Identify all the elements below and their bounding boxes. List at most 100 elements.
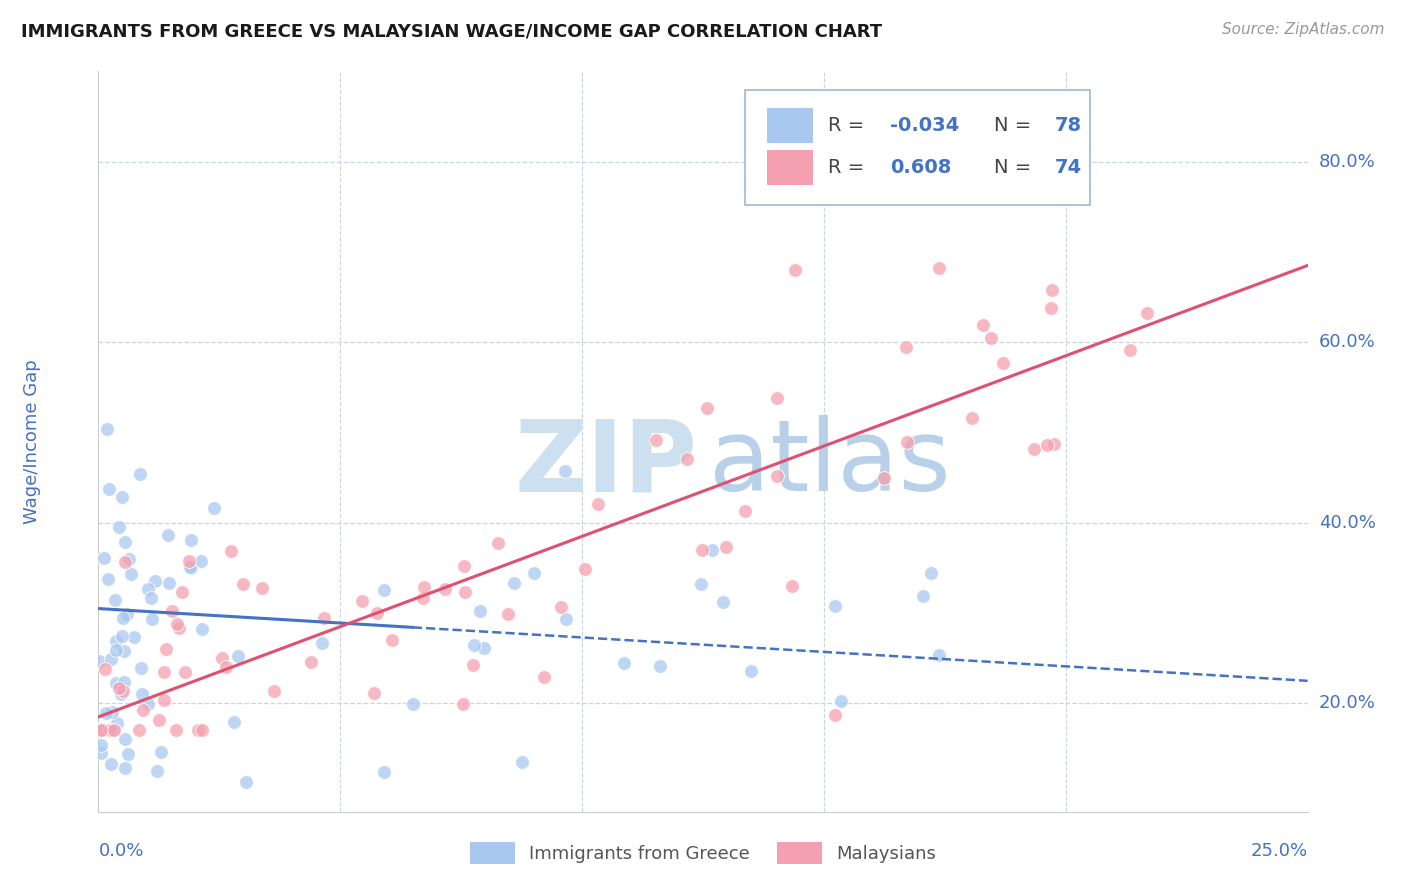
Point: [373, 764, 395, 779]
Point: [90, 722, 112, 736]
Point: [676, 451, 699, 466]
Point: [215, 659, 238, 673]
Point: [454, 584, 477, 599]
Point: [928, 261, 950, 276]
Point: [533, 670, 555, 684]
Point: [112, 644, 135, 658]
Text: 74: 74: [1054, 158, 1083, 178]
Point: [503, 575, 526, 590]
Point: [472, 640, 495, 655]
Point: [89, 654, 111, 668]
Text: R =: R =: [828, 158, 870, 178]
Point: [152, 693, 174, 707]
Point: [180, 561, 202, 575]
Point: [434, 582, 457, 596]
Point: [696, 401, 718, 416]
Text: 60.0%: 60.0%: [1319, 334, 1375, 351]
Point: [920, 566, 942, 581]
Point: [103, 723, 125, 738]
Point: [166, 617, 188, 632]
Point: [496, 607, 519, 621]
Text: 78: 78: [1054, 116, 1083, 135]
Text: 0.0%: 0.0%: [98, 842, 143, 860]
Point: [873, 471, 896, 485]
Point: [896, 435, 918, 450]
Point: [93, 551, 115, 566]
Point: [146, 764, 169, 779]
Point: [734, 503, 756, 517]
Point: [191, 723, 214, 738]
Point: [114, 761, 136, 775]
Point: [648, 658, 671, 673]
Point: [111, 630, 134, 644]
Point: [488, 536, 510, 550]
Point: [711, 595, 734, 609]
Legend: Immigrants from Greece, Malaysians: Immigrants from Greece, Malaysians: [464, 837, 942, 870]
Point: [111, 610, 134, 624]
Point: [112, 674, 135, 689]
Point: [165, 723, 187, 738]
Point: [105, 633, 128, 648]
Point: [588, 497, 610, 511]
Text: R =: R =: [828, 116, 870, 135]
Point: [235, 775, 257, 789]
Point: [972, 318, 994, 332]
Text: ZIP: ZIP: [515, 416, 697, 512]
Point: [148, 713, 170, 727]
Point: [780, 579, 803, 593]
Point: [783, 262, 806, 277]
Point: [896, 340, 918, 354]
Point: [221, 544, 243, 558]
Point: [120, 566, 142, 581]
Point: [128, 467, 150, 481]
Point: [90, 738, 112, 752]
Point: [461, 657, 484, 672]
Point: [960, 411, 983, 425]
Point: [97, 482, 120, 496]
Point: [153, 665, 176, 679]
Point: [613, 657, 636, 671]
Point: [101, 723, 124, 738]
Point: [468, 604, 491, 618]
Point: [645, 433, 668, 447]
Point: [523, 566, 546, 580]
Point: [740, 664, 762, 678]
Point: [512, 755, 534, 769]
Point: [100, 652, 122, 666]
Point: [90, 746, 112, 760]
Point: [143, 574, 166, 589]
Point: [117, 747, 139, 761]
Point: [993, 356, 1015, 370]
Point: [100, 756, 122, 771]
Point: [463, 638, 485, 652]
Point: [114, 555, 136, 569]
Point: [118, 551, 141, 566]
Point: [980, 331, 1002, 345]
Point: [824, 599, 846, 613]
Point: [1042, 437, 1064, 451]
Point: [122, 631, 145, 645]
Point: [228, 649, 250, 664]
Point: [172, 585, 194, 599]
Text: 25.0%: 25.0%: [1250, 842, 1308, 860]
Point: [104, 593, 127, 607]
Point: [690, 542, 713, 557]
Point: [1042, 283, 1064, 297]
Point: [363, 686, 385, 700]
FancyBboxPatch shape: [745, 90, 1090, 204]
Text: 0.608: 0.608: [890, 158, 952, 178]
Text: 40.0%: 40.0%: [1319, 514, 1375, 532]
Point: [350, 594, 373, 608]
Point: [115, 607, 138, 621]
Point: [263, 684, 285, 698]
Point: [554, 464, 576, 478]
Point: [204, 500, 226, 515]
Point: [716, 540, 738, 554]
Point: [157, 575, 180, 590]
Point: [139, 591, 162, 606]
Text: atlas: atlas: [709, 416, 950, 512]
Point: [1039, 301, 1062, 315]
Point: [311, 635, 333, 649]
Point: [97, 572, 120, 586]
Point: [155, 642, 177, 657]
